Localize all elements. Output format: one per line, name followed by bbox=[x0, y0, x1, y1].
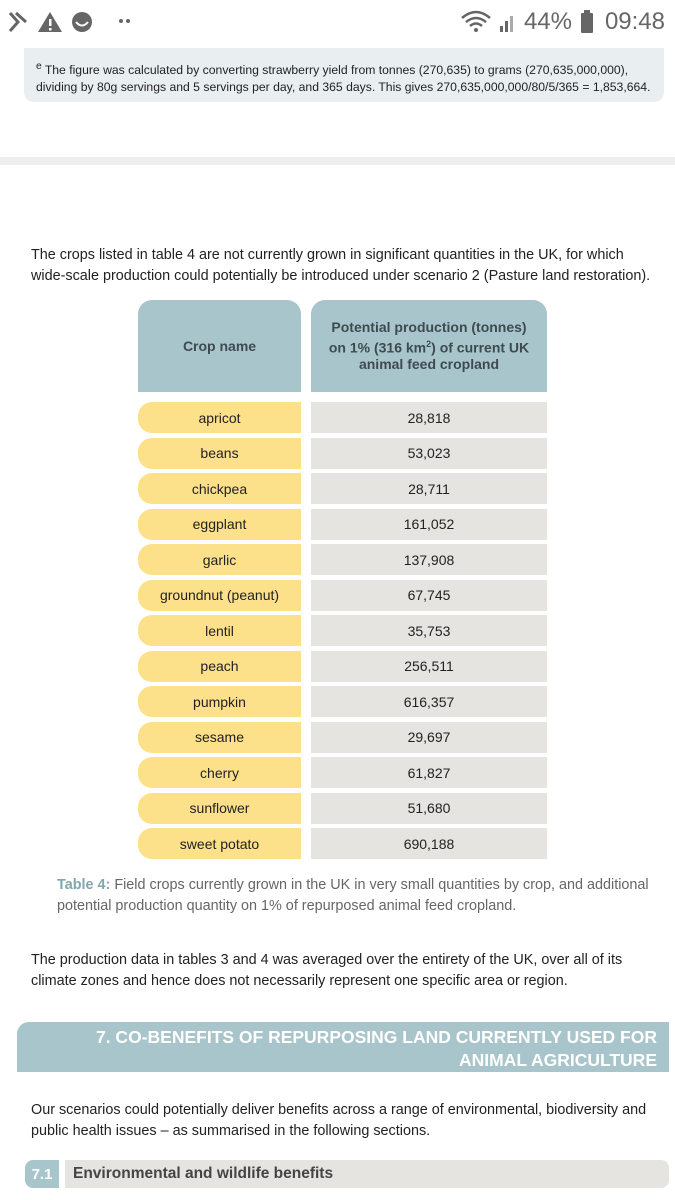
production-cell: 28,711 bbox=[311, 473, 547, 504]
subsection-title: Environmental and wildlife benefits bbox=[65, 1160, 669, 1188]
more-dots bbox=[119, 19, 130, 23]
status-bar: 44% 09:48 bbox=[0, 0, 675, 42]
crop-name-cell: lentil bbox=[138, 615, 301, 646]
production-cell: 61,827 bbox=[311, 757, 547, 788]
crop-name-cell: garlic bbox=[138, 544, 301, 575]
production-cell: 690,188 bbox=[311, 828, 547, 859]
production-cell: 28,818 bbox=[311, 402, 547, 433]
crop-name-cell: sunflower bbox=[138, 792, 301, 824]
clock: 09:48 bbox=[604, 8, 665, 35]
crop-name-cell: peach bbox=[138, 650, 301, 682]
crop-name-cell: sesame bbox=[138, 721, 301, 753]
table-header: Crop name bbox=[138, 300, 301, 392]
footnote-marker: e bbox=[36, 61, 42, 72]
crop-name-cell: beans bbox=[138, 437, 301, 469]
section-heading-text: 7. CO-BENEFITS OF REPURPOSING LAND CURRE… bbox=[95, 1027, 657, 1070]
footnote: e The figure was calculated by convertin… bbox=[36, 58, 661, 96]
production-cell: 53,023 bbox=[311, 437, 547, 469]
divider bbox=[0, 157, 675, 165]
signal-icons bbox=[461, 10, 513, 32]
header-part: ) of current UK animal feed cropland bbox=[358, 339, 530, 373]
caption-text: Field crops currently grown in the UK in… bbox=[57, 877, 649, 914]
paragraph: The production data in tables 3 and 4 wa… bbox=[31, 952, 623, 989]
crop-name-cell: eggplant bbox=[138, 508, 301, 540]
header-text: Potential production (tonnes) on 1% (316… bbox=[311, 319, 547, 374]
caption-label: Table 4: bbox=[57, 877, 111, 893]
production-cell: 137,908 bbox=[311, 544, 547, 575]
crop-name-cell: groundnut (peanut) bbox=[138, 579, 301, 611]
crop-name-cell: chickpea bbox=[138, 473, 301, 504]
footnote-text: The figure was calculated by converting … bbox=[36, 63, 651, 95]
header-part: Potential production (tonnes) on 1% (316… bbox=[328, 318, 527, 356]
intro-paragraph: The crops listed in table 4 are not curr… bbox=[31, 247, 651, 284]
section-heading: 7. CO-BENEFITS OF REPURPOSING LAND CURRE… bbox=[17, 1022, 669, 1072]
footnote-box: e The figure was calculated by convertin… bbox=[24, 48, 664, 102]
production-cell: 161,052 bbox=[311, 508, 547, 540]
table-caption: Table 4: Field crops currently grown in … bbox=[57, 875, 657, 917]
paragraph: Our scenarios could potentially deliver … bbox=[31, 1102, 647, 1139]
production-cell: 67,745 bbox=[311, 579, 547, 611]
production-cell: 51,680 bbox=[311, 792, 547, 824]
notification-icons bbox=[8, 11, 92, 32]
crop-name-cell: apricot bbox=[138, 402, 301, 433]
table-header: Potential production (tonnes) on 1% (316… bbox=[311, 300, 547, 392]
production-cell: 29,697 bbox=[311, 721, 547, 753]
battery-level: 44% bbox=[523, 8, 572, 35]
crop-name-cell: sweet potato bbox=[138, 828, 301, 859]
production-cell: 616,357 bbox=[311, 686, 547, 717]
crop-name-cell: cherry bbox=[138, 757, 301, 788]
production-cell: 35,753 bbox=[311, 615, 547, 646]
production-cell: 256,511 bbox=[311, 650, 547, 682]
crop-name-cell: pumpkin bbox=[138, 686, 301, 717]
subsection-number: 7.1 bbox=[25, 1160, 59, 1188]
header-superscript: 2 bbox=[426, 338, 432, 349]
battery-icon bbox=[581, 10, 593, 33]
